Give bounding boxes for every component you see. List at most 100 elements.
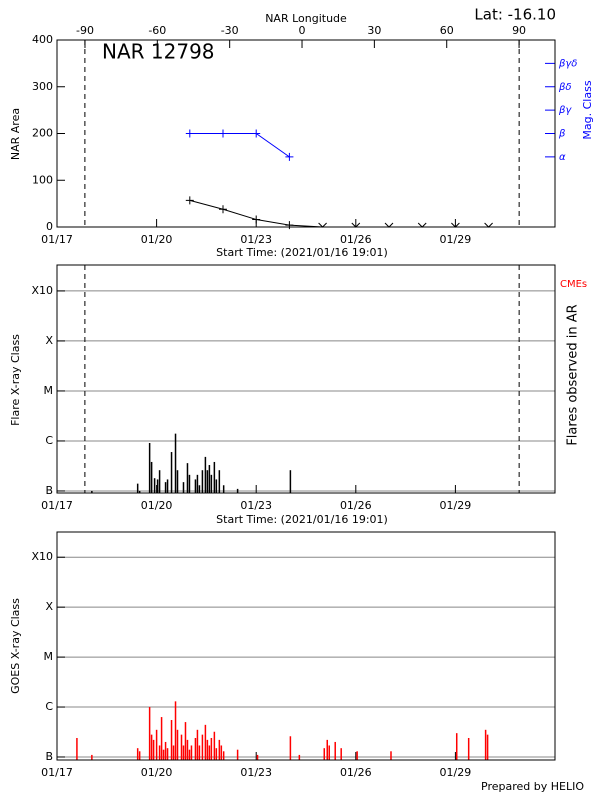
bar: [356, 751, 358, 760]
bar: [256, 754, 259, 760]
y-tick-label: 0: [46, 220, 53, 233]
bar: [150, 461, 153, 493]
x-tick-label: 01/23: [240, 499, 272, 512]
bar: [148, 442, 151, 493]
bar: [220, 745, 223, 760]
bar: [194, 737, 197, 760]
x-tick-label: 01/26: [340, 766, 372, 779]
bar: [188, 749, 191, 760]
bar: [213, 731, 216, 760]
y-tick-label: X: [45, 600, 53, 613]
plot-frame: [56, 531, 556, 761]
bar: [136, 748, 139, 760]
bar: [138, 490, 141, 493]
bar: [164, 482, 167, 493]
x-tick-label: 01/20: [141, 233, 173, 246]
bar: [182, 745, 185, 760]
x2-tick-label: 0: [299, 24, 306, 37]
bar: [190, 745, 193, 760]
y-tick-label: B: [45, 484, 53, 497]
x-tick-label: 01/26: [340, 233, 372, 246]
x2-axis-title: NAR Longitude: [265, 12, 347, 25]
x-tick-label: 01/29: [440, 766, 472, 779]
plot-frame: [56, 39, 556, 228]
bar: [289, 736, 292, 760]
y-axis-title: GOES X-ray Class: [9, 598, 22, 694]
series-line: [189, 133, 290, 158]
bar: [91, 490, 93, 493]
bar: [198, 745, 201, 760]
bar: [166, 479, 169, 493]
y2-tick-label: βδ: [558, 82, 572, 93]
x-tick-label: 01/29: [440, 499, 472, 512]
y-tick-label: M: [44, 650, 54, 663]
y-tick-label: C: [45, 434, 53, 447]
marker: [384, 222, 394, 228]
y-tick-label: 100: [32, 173, 53, 186]
bar: [170, 452, 173, 493]
x-tick-label: 01/20: [141, 766, 173, 779]
bar: [218, 739, 221, 760]
bar: [328, 745, 330, 760]
bar: [174, 433, 177, 493]
marker: [285, 152, 294, 161]
bar: [289, 470, 292, 493]
bar: [182, 482, 185, 493]
bar: [484, 729, 487, 760]
bar: [455, 733, 458, 760]
bar: [196, 474, 199, 493]
bar: [186, 463, 189, 493]
marker: [484, 222, 493, 228]
y2-tick-label: βγδ: [558, 58, 577, 69]
bar: [155, 729, 158, 760]
bar: [206, 470, 209, 493]
x-tick-label: 01/23: [240, 233, 272, 246]
x-axis-title: Start Time: (2021/01/16 19:01): [216, 246, 388, 259]
bar: [156, 479, 159, 493]
bar: [148, 707, 151, 760]
y-tick-label: 300: [32, 80, 53, 93]
cme-label: CMEs: [560, 279, 587, 290]
bar: [166, 748, 169, 760]
bar: [150, 734, 153, 760]
y-tick-label: 400: [32, 33, 53, 46]
bar: [153, 478, 156, 493]
bar: [198, 485, 201, 493]
bar: [236, 749, 239, 760]
marker: [252, 129, 261, 138]
y-tick-label: C: [45, 700, 53, 713]
bar: [158, 745, 161, 760]
y2-axis-title: Mag. Class: [581, 80, 594, 139]
y-tick-label: X10: [31, 550, 53, 563]
x2-tick-label: 60: [440, 24, 454, 37]
bar: [326, 739, 328, 760]
bar: [218, 470, 221, 493]
marker: [219, 205, 227, 214]
bar: [186, 739, 189, 760]
bar: [340, 748, 342, 760]
x2-tick-label: 90: [512, 24, 526, 37]
bar: [188, 474, 191, 493]
marker: [252, 215, 261, 224]
bar: [160, 717, 163, 760]
bar: [206, 739, 209, 760]
x2-tick-label: -90: [76, 24, 94, 37]
bar: [91, 754, 93, 760]
bar: [210, 737, 213, 760]
marker: [185, 129, 194, 138]
x-tick-label: 01/17: [41, 499, 73, 512]
x-tick-label: 01/26: [340, 499, 372, 512]
bar: [176, 729, 179, 760]
bar: [201, 734, 204, 760]
x-tick-label: 01/17: [41, 233, 73, 246]
bar: [152, 739, 155, 760]
bar: [236, 488, 239, 493]
x-tick-label: 01/17: [41, 766, 73, 779]
x-tick-label: 01/20: [141, 499, 173, 512]
latitude: Lat: -16.10: [474, 6, 556, 24]
marker: [285, 221, 294, 230]
plot-frame: [56, 264, 556, 494]
bar: [222, 751, 225, 760]
y-tick-label: B: [45, 750, 53, 763]
